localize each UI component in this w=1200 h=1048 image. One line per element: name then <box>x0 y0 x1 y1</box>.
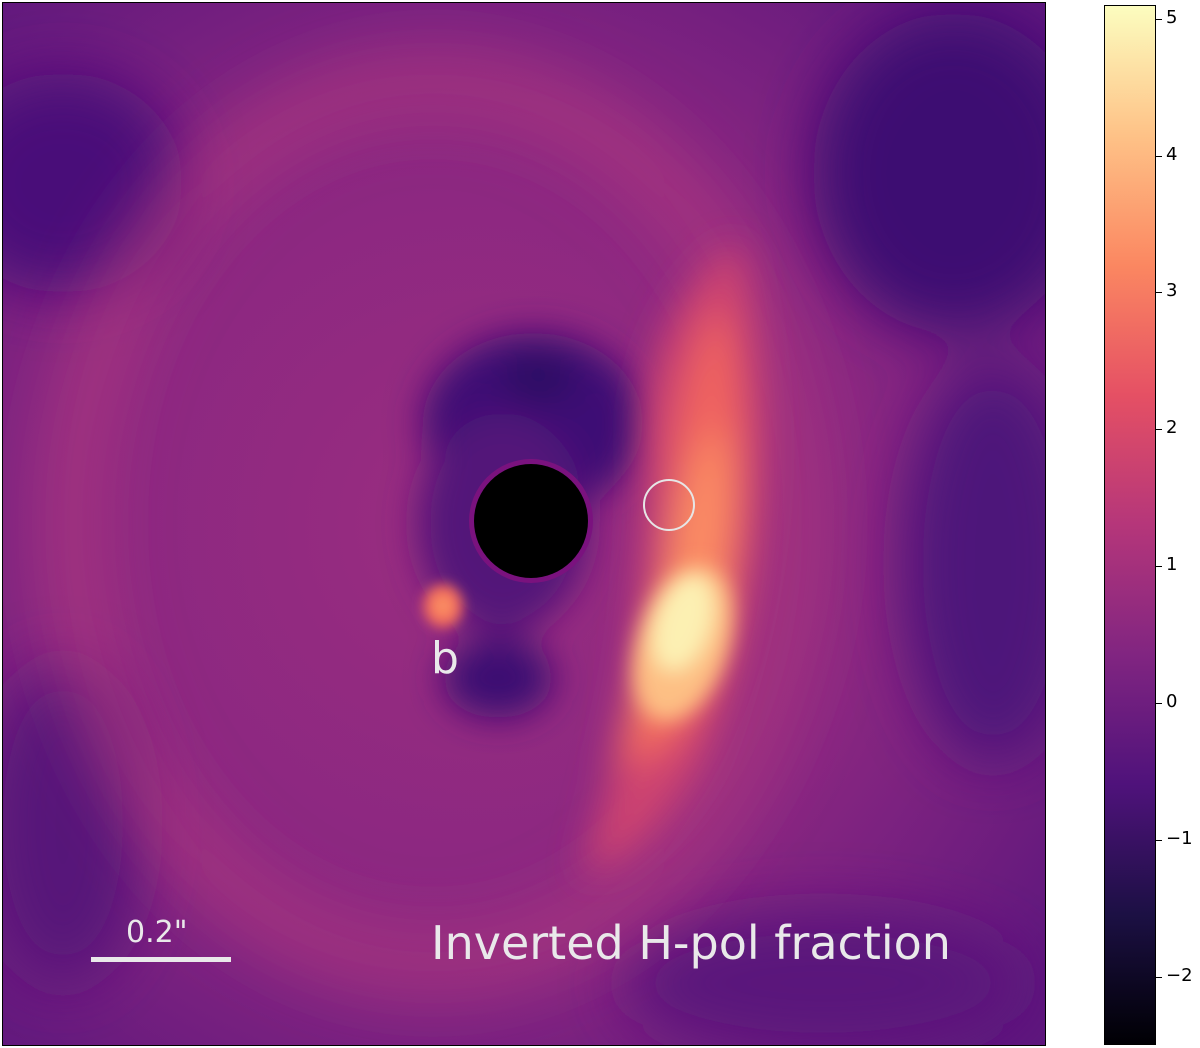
colorbar-tick-mark <box>1156 839 1162 841</box>
colorbar-tick-mark <box>1156 292 1162 294</box>
colorbar-tick-label: 1 <box>1166 554 1178 576</box>
colorbar-ticks: −2 −1 0 1 2 3 4 5 <box>1156 0 1200 1048</box>
coronagraph-mask <box>474 464 588 578</box>
colorbar-tick-mark <box>1156 702 1162 704</box>
colorbar-tick-label: 0 <box>1166 690 1178 712</box>
colorbar-tick-mark <box>1156 566 1162 568</box>
planet-label: b <box>431 633 459 684</box>
planet-blob <box>423 584 463 628</box>
colorbar-tick-mark <box>1156 155 1162 157</box>
marker-circle <box>643 479 695 531</box>
scale-bar <box>91 957 231 962</box>
image-svg <box>3 3 1045 1045</box>
colorbar-tick-mark <box>1156 429 1162 431</box>
colorbar-tick-label: 5 <box>1166 6 1178 28</box>
colorbar <box>1104 5 1156 1045</box>
colorbar-tick-label: 4 <box>1166 143 1178 165</box>
colorbar-tick-mark <box>1156 18 1162 20</box>
colorbar-tick-label: −2 <box>1166 964 1193 986</box>
colorbar-tick-mark <box>1156 976 1162 978</box>
outer-ring <box>38 48 828 998</box>
colorbar-tick-label: 3 <box>1166 280 1178 302</box>
arc-peak <box>633 565 733 721</box>
image-caption: Inverted H-pol fraction <box>431 916 951 970</box>
colorbar-tick-label: 2 <box>1166 417 1178 439</box>
colorbar-tick-label: −1 <box>1166 827 1193 849</box>
polarization-image: b 0.2" Inverted H-pol fraction <box>2 2 1046 1046</box>
scale-bar-label: 0.2" <box>126 915 188 950</box>
